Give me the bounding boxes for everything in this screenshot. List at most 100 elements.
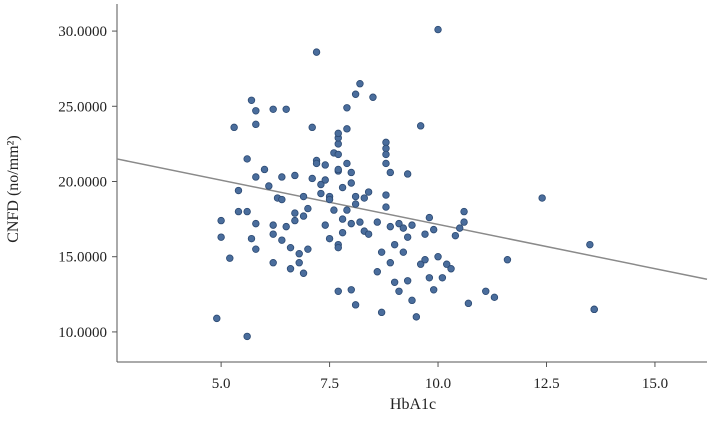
data-point (399, 224, 408, 232)
data-point (334, 287, 342, 296)
data-point (243, 207, 251, 216)
data-point (586, 240, 594, 249)
data-point (395, 287, 403, 296)
data-point (490, 293, 499, 302)
data-point (308, 123, 316, 132)
data-point (482, 287, 490, 296)
data-point (460, 218, 468, 226)
data-point (312, 48, 321, 56)
data-point (382, 138, 390, 147)
data-point (377, 248, 386, 256)
data-point (269, 230, 277, 238)
data-point (312, 159, 321, 168)
data-point (412, 313, 421, 321)
data-point (443, 260, 451, 268)
x-tick-label: 10.0 (425, 376, 451, 392)
data-point (269, 221, 277, 229)
data-point (373, 218, 381, 226)
data-point (347, 168, 355, 177)
data-point (278, 236, 286, 244)
y-tick-label: 30.0000 (58, 24, 107, 40)
data-point (243, 155, 251, 163)
data-point (408, 296, 416, 305)
data-point (403, 233, 412, 241)
data-point (382, 203, 390, 211)
data-point (291, 216, 299, 225)
data-point (538, 194, 546, 202)
data-point (429, 225, 438, 234)
data-point (247, 234, 256, 243)
data-point (403, 277, 412, 285)
data-point (347, 286, 355, 294)
data-points (213, 25, 598, 341)
data-point (252, 107, 260, 115)
data-point (460, 207, 468, 216)
data-point (590, 305, 598, 314)
data-point (356, 80, 364, 88)
x-tick-label: 5.0 (212, 376, 231, 392)
data-point (252, 120, 260, 129)
data-point (282, 105, 290, 113)
data-point (382, 150, 390, 159)
data-point (334, 165, 342, 174)
data-point (373, 268, 381, 276)
y-tick-label: 25.0000 (58, 99, 107, 115)
data-point (230, 123, 238, 132)
data-point (351, 200, 360, 208)
data-point (390, 278, 399, 286)
data-point (269, 105, 277, 113)
data-point (299, 212, 308, 220)
data-point (343, 104, 351, 112)
data-point (390, 240, 399, 249)
data-point (351, 301, 360, 309)
data-point (317, 189, 325, 198)
data-point (334, 129, 342, 138)
data-point (217, 233, 225, 241)
data-point (464, 299, 473, 308)
data-point (260, 165, 269, 174)
y-axis-title: CNFD (no/mm²) (5, 135, 22, 242)
data-point (325, 195, 334, 204)
data-point (408, 221, 416, 229)
data-point (347, 179, 355, 187)
x-tick-label: 15.0 (642, 376, 668, 392)
data-point (347, 219, 355, 228)
data-point (334, 150, 342, 159)
data-point (234, 207, 243, 216)
x-axis-ticks: 5.0 7.5 10.0 12.5 15.0 (212, 362, 668, 392)
data-point (295, 249, 303, 258)
y-tick-label: 10.0000 (58, 325, 107, 341)
data-point (286, 265, 295, 273)
data-point (217, 216, 225, 225)
data-point (317, 180, 325, 189)
data-point (360, 194, 368, 202)
data-point (334, 140, 342, 148)
data-point (286, 243, 295, 252)
data-point (334, 243, 342, 252)
x-tick-label: 12.5 (533, 376, 559, 392)
data-point (356, 218, 364, 226)
data-point (503, 256, 512, 264)
data-point (321, 221, 329, 229)
data-point (351, 192, 360, 201)
y-tick-label: 20.0000 (58, 174, 107, 190)
data-point (382, 191, 390, 199)
y-tick-label: 15.0000 (58, 250, 107, 266)
data-point (399, 248, 408, 256)
data-point (425, 274, 434, 282)
data-point (252, 245, 260, 253)
data-point (338, 215, 347, 223)
data-point (278, 195, 286, 204)
data-point (395, 219, 403, 228)
data-point (421, 230, 429, 238)
data-point (278, 173, 286, 181)
data-point (234, 186, 243, 195)
data-point (252, 173, 260, 181)
data-point (291, 209, 299, 217)
x-tick-label: 7.5 (320, 376, 339, 392)
data-point (377, 308, 386, 317)
data-point (425, 213, 434, 222)
x-axis-title: HbA1c (390, 396, 436, 413)
data-point (447, 265, 455, 273)
